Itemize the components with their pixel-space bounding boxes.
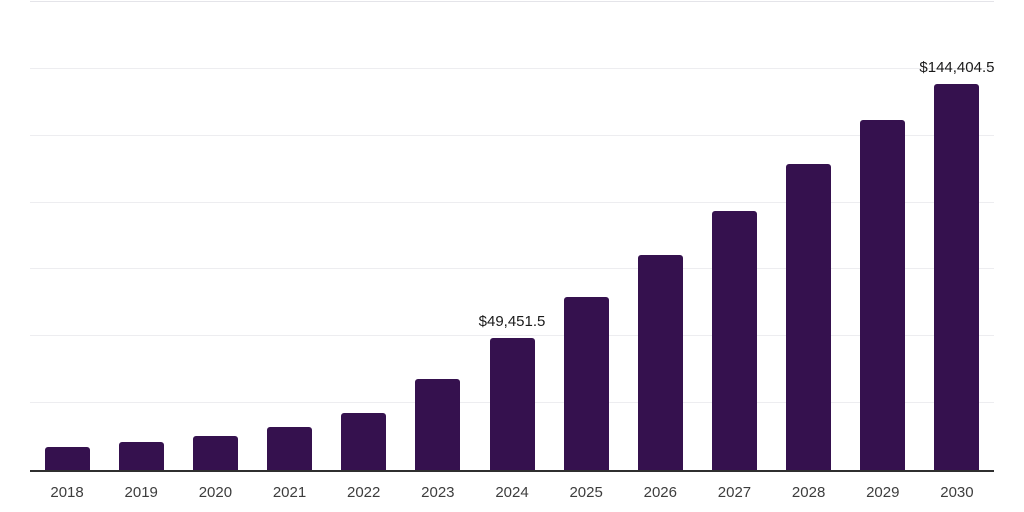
bar-2021 — [267, 426, 313, 470]
bar-2028 — [786, 164, 832, 470]
x-tick-2027: 2027 — [717, 484, 752, 501]
bar-2025 — [563, 297, 609, 470]
x-tick-2021: 2021 — [272, 484, 307, 501]
bar-2019 — [118, 441, 164, 470]
x-tick-2024: 2024 — [495, 484, 529, 501]
x-tick-2029: 2029 — [866, 484, 900, 501]
bar-2030 — [934, 83, 980, 470]
gridline — [30, 67, 994, 69]
bar-2022 — [341, 413, 387, 470]
plot-area: $49,451.5 $144,404.5 — [30, 1, 995, 472]
gridline — [30, 134, 994, 136]
bar-2027 — [711, 211, 757, 470]
x-tick-2020: 2020 — [198, 484, 233, 501]
gridline — [30, 335, 994, 337]
x-tick-2023: 2023 — [421, 484, 455, 501]
bar-2020 — [192, 436, 238, 470]
gridline — [30, 1, 994, 2]
x-tick-2025: 2025 — [569, 484, 603, 501]
bar-2018 — [44, 447, 90, 470]
bar-2024 — [489, 337, 535, 470]
x-tick-2026: 2026 — [643, 484, 677, 501]
gridline — [30, 268, 994, 270]
x-tick-2028: 2028 — [791, 484, 826, 501]
x-tick-2019: 2019 — [124, 484, 158, 501]
data-label-2030: $144,404.5 — [919, 58, 995, 76]
x-axis: 2018 2019 2020 2021 2022 2023 2024 2025 2026 2027… — [30, 484, 994, 506]
data-label-2024: $49,451.5 — [478, 312, 546, 330]
bar-2029 — [860, 119, 906, 470]
x-tick-2018: 2018 — [50, 484, 84, 501]
x-tick-2030: 2030 — [940, 484, 974, 501]
bar-2026 — [637, 255, 683, 470]
x-tick-2022: 2022 — [347, 484, 381, 501]
gridline — [30, 201, 994, 203]
bar-2023 — [415, 379, 461, 470]
